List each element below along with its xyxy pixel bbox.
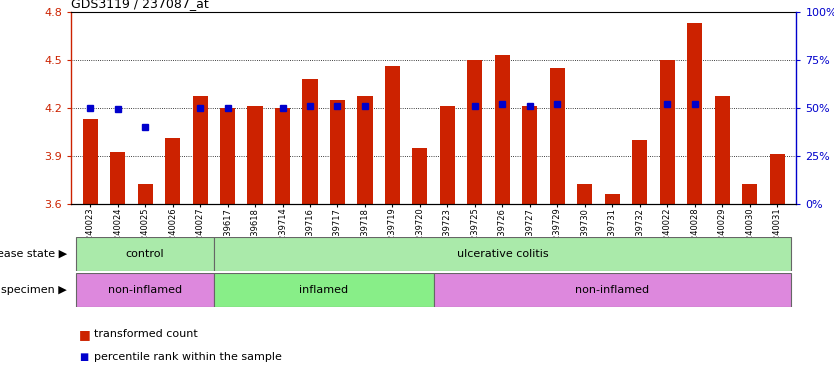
- Text: percentile rank within the sample: percentile rank within the sample: [94, 352, 282, 362]
- Text: non-inflamed: non-inflamed: [108, 285, 182, 295]
- Bar: [687, 23, 702, 204]
- Bar: [467, 60, 482, 204]
- Bar: [660, 60, 675, 204]
- Bar: [83, 119, 98, 204]
- Bar: [434, 273, 791, 307]
- Bar: [110, 152, 125, 204]
- Bar: [214, 237, 791, 271]
- Bar: [220, 108, 235, 204]
- Bar: [495, 55, 510, 204]
- Bar: [77, 237, 214, 271]
- Text: ■: ■: [79, 352, 88, 362]
- Bar: [330, 99, 345, 204]
- Text: disease state ▶: disease state ▶: [0, 249, 67, 259]
- Bar: [303, 79, 318, 204]
- Text: specimen ▶: specimen ▶: [1, 285, 67, 295]
- Bar: [522, 106, 537, 204]
- Bar: [605, 194, 620, 204]
- Bar: [77, 273, 214, 307]
- Bar: [138, 184, 153, 204]
- Bar: [577, 184, 592, 204]
- Bar: [385, 66, 400, 204]
- Bar: [248, 106, 263, 204]
- Bar: [550, 68, 565, 204]
- Text: GDS3119 / 237087_at: GDS3119 / 237087_at: [71, 0, 208, 10]
- Bar: [440, 106, 455, 204]
- Bar: [275, 108, 290, 204]
- Bar: [742, 184, 757, 204]
- Bar: [412, 147, 428, 204]
- Bar: [358, 96, 373, 204]
- Text: ulcerative colitis: ulcerative colitis: [456, 249, 548, 259]
- Bar: [193, 96, 208, 204]
- Bar: [214, 273, 434, 307]
- Text: inflamed: inflamed: [299, 285, 349, 295]
- Bar: [632, 139, 647, 204]
- Bar: [165, 138, 180, 204]
- Bar: [770, 154, 785, 204]
- Text: ■: ■: [79, 328, 91, 341]
- Bar: [715, 96, 730, 204]
- Text: non-inflamed: non-inflamed: [575, 285, 650, 295]
- Text: transformed count: transformed count: [94, 329, 198, 339]
- Text: control: control: [126, 249, 164, 259]
